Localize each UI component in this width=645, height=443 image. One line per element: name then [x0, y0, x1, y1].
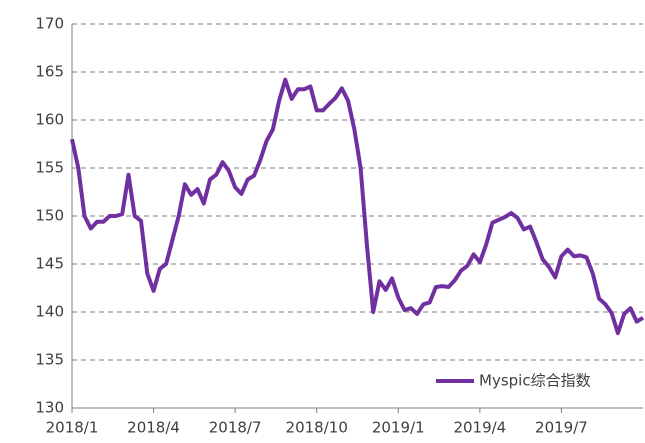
x-tick-label: 2019/1 — [372, 419, 425, 437]
x-tick-label: 2018/7 — [209, 419, 262, 437]
x-tick-label: 2018/4 — [127, 419, 180, 437]
y-tick-label: 150 — [35, 207, 64, 225]
y-tick-label: 140 — [35, 303, 64, 321]
y-tick-label: 130 — [35, 399, 64, 417]
y-tick-label: 165 — [35, 63, 64, 81]
x-tick-label: 2018/1 — [46, 419, 99, 437]
y-tick-label: 160 — [35, 111, 64, 129]
y-tick-label: 145 — [35, 255, 64, 273]
legend-label: Myspic综合指数 — [479, 372, 591, 390]
x-tick-label: 2019/7 — [535, 419, 588, 437]
x-tick-label: 2019/4 — [453, 419, 506, 437]
y-tick-label: 135 — [35, 351, 64, 369]
y-tick-label: 155 — [35, 159, 64, 177]
y-tick-label: 170 — [35, 15, 64, 33]
data-line — [70, 77, 645, 336]
x-tick-label: 2018/10 — [286, 419, 348, 437]
